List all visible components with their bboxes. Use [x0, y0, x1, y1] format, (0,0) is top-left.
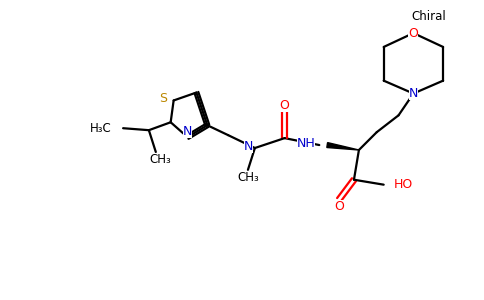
Text: N: N	[408, 87, 418, 100]
Text: O: O	[408, 27, 418, 40]
Text: CH₃: CH₃	[149, 153, 171, 167]
Text: HO: HO	[393, 178, 413, 191]
Text: S: S	[159, 92, 166, 105]
Text: N: N	[183, 125, 192, 138]
Text: O: O	[280, 99, 289, 112]
Text: H₃C: H₃C	[90, 122, 111, 135]
Text: N: N	[243, 140, 253, 152]
Text: O: O	[334, 200, 344, 213]
Text: Chiral: Chiral	[411, 10, 446, 23]
Polygon shape	[327, 142, 359, 150]
Text: NH: NH	[297, 136, 315, 150]
Text: CH₃: CH₃	[237, 171, 259, 184]
